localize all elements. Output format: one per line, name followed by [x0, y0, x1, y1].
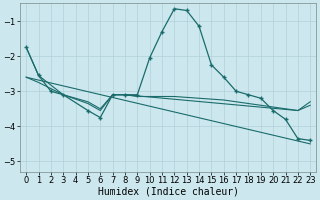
X-axis label: Humidex (Indice chaleur): Humidex (Indice chaleur): [98, 187, 239, 197]
